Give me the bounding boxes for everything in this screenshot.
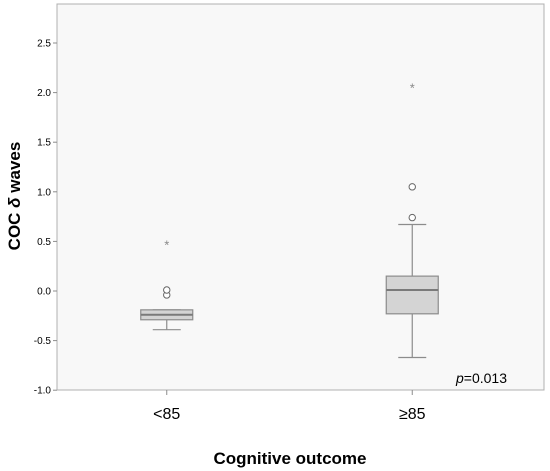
- extreme-point: *: [410, 81, 415, 96]
- y-tick-label: 1.0: [37, 187, 51, 198]
- extreme-point: *: [164, 237, 169, 252]
- x-tick-label: ≥85: [399, 406, 426, 423]
- y-tick-label: -1.0: [34, 386, 52, 397]
- y-tick-label: 2.5: [37, 39, 51, 50]
- y-tick-label: 2.0: [37, 88, 51, 99]
- outlier-point: [163, 286, 171, 294]
- plot-area: [56, 3, 545, 391]
- y-tick-label: 1.5: [37, 138, 51, 149]
- x-axis-label: Cognitive outcome: [213, 449, 366, 468]
- outlier-point: [408, 183, 416, 191]
- box: [385, 275, 439, 315]
- y-axis-label: COC δ waves: [5, 142, 24, 251]
- outlier-point: [408, 213, 416, 222]
- y-tick-label: -0.5: [34, 336, 52, 347]
- boxes: **: [140, 81, 439, 359]
- y-tick-label: 0.0: [37, 287, 51, 298]
- y-tick-label: 0.5: [37, 237, 51, 248]
- x-tick-label: <85: [153, 406, 180, 423]
- x-axis: <85 ≥85: [153, 390, 426, 423]
- y-axis: -1.0 -0.5 0.0 0.5 1.0 1.5 2.0 2.5: [34, 39, 57, 397]
- p-value-annotation: p=0.013: [455, 370, 507, 386]
